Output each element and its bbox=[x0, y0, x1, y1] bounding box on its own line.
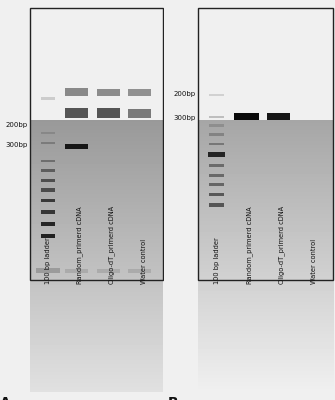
Bar bbox=[36, 268, 60, 273]
Bar bbox=[41, 210, 56, 214]
Bar bbox=[209, 124, 224, 127]
Bar bbox=[267, 113, 290, 120]
Text: Oligo-dT_primerd cDNA: Oligo-dT_primerd cDNA bbox=[278, 206, 285, 284]
Bar bbox=[209, 143, 224, 145]
Text: Random_primerd cDNA: Random_primerd cDNA bbox=[77, 206, 83, 284]
Bar bbox=[29, 8, 162, 280]
Bar bbox=[209, 193, 224, 196]
Bar bbox=[234, 113, 259, 120]
Bar bbox=[128, 110, 150, 118]
Text: Water control: Water control bbox=[141, 239, 147, 284]
Bar bbox=[41, 199, 56, 202]
Bar bbox=[209, 164, 224, 167]
Text: 300bp: 300bp bbox=[6, 142, 28, 148]
Bar bbox=[97, 269, 120, 273]
Bar bbox=[65, 108, 88, 118]
Bar bbox=[41, 132, 56, 134]
Bar bbox=[65, 269, 88, 273]
Text: Random_primerd cDNA: Random_primerd cDNA bbox=[246, 206, 253, 284]
Bar bbox=[65, 144, 88, 150]
Bar bbox=[41, 234, 56, 238]
Text: 100 bp ladder: 100 bp ladder bbox=[214, 237, 220, 284]
Bar bbox=[208, 152, 225, 157]
Bar bbox=[209, 116, 224, 118]
Bar bbox=[209, 94, 224, 96]
Text: 200bp: 200bp bbox=[6, 122, 28, 128]
Text: B: B bbox=[168, 396, 178, 400]
Text: 300bp: 300bp bbox=[174, 115, 196, 121]
Text: 200bp: 200bp bbox=[174, 91, 196, 97]
Bar bbox=[97, 108, 120, 118]
Bar bbox=[97, 88, 120, 96]
Text: Oligo-dT_primerd cDNA: Oligo-dT_primerd cDNA bbox=[109, 206, 115, 284]
Bar bbox=[41, 222, 56, 226]
Bar bbox=[128, 269, 150, 273]
Bar bbox=[41, 160, 56, 162]
Bar bbox=[41, 169, 56, 172]
Bar bbox=[41, 142, 56, 144]
Bar bbox=[198, 8, 333, 280]
Text: A: A bbox=[0, 396, 11, 400]
Text: Water control: Water control bbox=[311, 239, 317, 284]
Bar bbox=[41, 178, 56, 182]
Bar bbox=[209, 174, 224, 177]
Bar bbox=[41, 188, 56, 192]
Text: 100 bp ladder: 100 bp ladder bbox=[45, 237, 51, 284]
Bar bbox=[41, 97, 56, 100]
Bar bbox=[128, 89, 150, 96]
Bar bbox=[209, 203, 224, 206]
Bar bbox=[65, 88, 88, 96]
Bar bbox=[209, 183, 224, 186]
Bar bbox=[209, 133, 224, 136]
